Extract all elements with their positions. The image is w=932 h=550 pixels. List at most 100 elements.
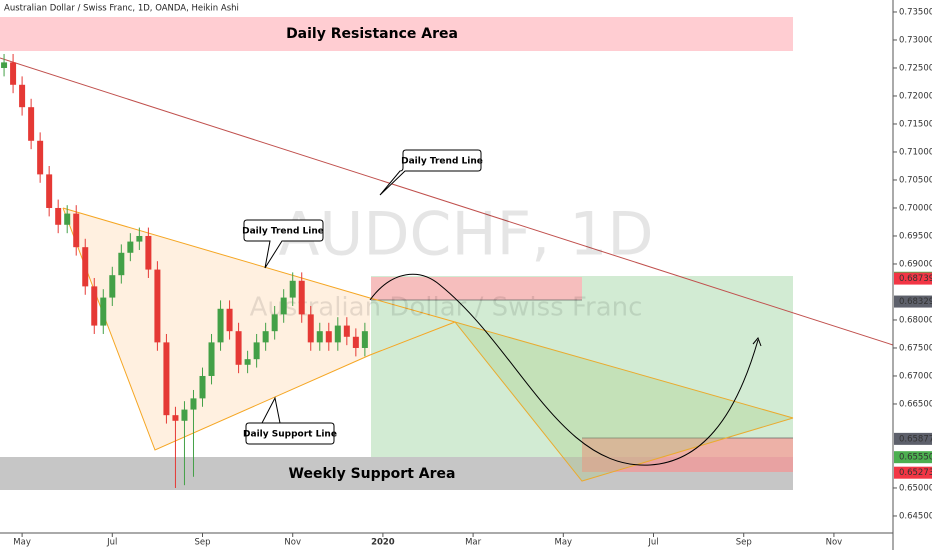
y-tick-label: 0.68000 bbox=[899, 315, 932, 325]
candle-body bbox=[280, 297, 287, 315]
price-badge bbox=[894, 451, 932, 464]
callout: Daily Trend Line bbox=[242, 219, 324, 269]
y-tick-label: 0.71500 bbox=[899, 119, 932, 129]
candle-body bbox=[172, 415, 179, 421]
y-tick-label: 0.70000 bbox=[899, 203, 932, 213]
candle-body bbox=[208, 342, 215, 376]
arrow-head bbox=[752, 337, 762, 347]
resistance-label: Daily Resistance Area bbox=[286, 26, 458, 42]
candle-body bbox=[127, 241, 134, 253]
candle-body bbox=[1, 62, 8, 68]
candle-body bbox=[199, 375, 206, 399]
callout: Daily Support Line bbox=[243, 396, 337, 445]
callout: Daily Trend Line bbox=[379, 149, 483, 196]
candle-body bbox=[190, 398, 197, 410]
x-tick-label: Mar bbox=[465, 538, 482, 548]
price-badge-label: 0.68329 bbox=[899, 297, 932, 307]
watermark: AUDCHF, 1D bbox=[278, 200, 653, 270]
price-badge bbox=[894, 295, 932, 308]
watermark-subtitle: Australian Dollar / Swiss Franc bbox=[250, 293, 643, 323]
y-tick-label: 0.64500 bbox=[899, 511, 932, 521]
candle-body bbox=[352, 336, 359, 348]
projection-fill bbox=[455, 322, 793, 481]
projection-curve bbox=[369, 273, 759, 466]
x-tick-label: Sep bbox=[194, 538, 210, 548]
y-tick-label: 0.65000 bbox=[899, 483, 932, 493]
candle-body bbox=[28, 107, 35, 141]
candle-body bbox=[289, 280, 296, 298]
candle-body bbox=[154, 269, 161, 343]
candle-body bbox=[343, 325, 350, 337]
price-badge-label: 0.65550 bbox=[899, 453, 932, 463]
x-tick-label: May bbox=[13, 538, 31, 548]
callout-text: Daily Trend Line bbox=[401, 157, 483, 167]
candle-body bbox=[82, 247, 89, 287]
triangle-fill bbox=[63, 208, 370, 450]
callout-box bbox=[379, 149, 482, 196]
candle-body bbox=[181, 409, 188, 421]
price-badge bbox=[894, 432, 932, 445]
candle-body bbox=[136, 235, 143, 242]
candle-body bbox=[361, 331, 368, 348]
y-tick-label: 0.73000 bbox=[899, 35, 932, 45]
candle-body bbox=[316, 331, 323, 343]
price-badge bbox=[894, 272, 932, 285]
callout-text: Daily Trend Line bbox=[242, 227, 324, 237]
chart-title: Australian Dollar / Swiss Franc, 1D, OAN… bbox=[4, 4, 239, 14]
candle-body bbox=[91, 286, 98, 326]
x-tick-label: Nov bbox=[284, 538, 301, 548]
candle-body bbox=[235, 331, 242, 365]
candle-body bbox=[64, 213, 71, 225]
stop-zone-2 bbox=[582, 438, 793, 472]
candle-body bbox=[217, 308, 224, 343]
candle-body bbox=[325, 331, 332, 343]
x-tick-label: 2020 bbox=[371, 538, 395, 548]
candle-body bbox=[307, 314, 314, 343]
candle-body bbox=[100, 297, 107, 326]
x-tick-label: Sep bbox=[736, 538, 752, 548]
triangle-lower bbox=[62, 207, 794, 482]
candle-body bbox=[271, 314, 278, 332]
y-tick-label: 0.72000 bbox=[899, 91, 932, 101]
price-badge-label: 0.65273 bbox=[899, 468, 932, 478]
y-tick-label: 0.73500 bbox=[899, 7, 932, 17]
stop-zone bbox=[371, 277, 582, 300]
y-tick-label: 0.71000 bbox=[899, 147, 932, 157]
resistance-zone bbox=[0, 17, 793, 51]
y-tick-label: 0.69000 bbox=[899, 259, 932, 269]
candle-body bbox=[19, 84, 26, 108]
trend-line bbox=[0, 57, 894, 346]
candle-body bbox=[118, 252, 125, 276]
candle-body bbox=[73, 213, 80, 248]
price-badge bbox=[894, 466, 932, 479]
y-tick-label: 0.67500 bbox=[899, 343, 932, 353]
callout-text: Daily Support Line bbox=[243, 430, 337, 440]
callout-box bbox=[243, 219, 324, 269]
y-tick-label: 0.67000 bbox=[899, 371, 932, 381]
candle-body bbox=[163, 342, 170, 416]
target-zone bbox=[371, 276, 793, 457]
y-tick-label: 0.72500 bbox=[899, 63, 932, 73]
x-tick-label: Jul bbox=[106, 538, 117, 548]
y-tick-label: 0.70500 bbox=[899, 175, 932, 185]
price-badge-label: 0.68739 bbox=[899, 274, 932, 284]
candle-body bbox=[10, 62, 17, 85]
candle-body bbox=[298, 280, 305, 315]
price-badge-label: 0.65877 bbox=[899, 434, 932, 444]
candle-body bbox=[145, 235, 152, 270]
candle-body bbox=[253, 342, 260, 360]
support-label: Weekly Support Area bbox=[289, 466, 456, 482]
axes: 0.73500 0.73000 0.72500 0.72000 0.71500 0.710… bbox=[13, 7, 932, 548]
zones bbox=[0, 17, 894, 490]
x-tick-label: May bbox=[555, 538, 573, 548]
candle-body bbox=[244, 359, 251, 365]
triangle-upper bbox=[62, 207, 794, 419]
candle-body bbox=[262, 331, 269, 343]
x-tick-label: Nov bbox=[826, 538, 843, 548]
candle-body bbox=[334, 325, 341, 343]
candle-body bbox=[226, 308, 233, 332]
x-tick-label: Jul bbox=[647, 538, 658, 548]
candle-body bbox=[37, 140, 44, 175]
y-tick-label: 0.66500 bbox=[899, 399, 932, 409]
